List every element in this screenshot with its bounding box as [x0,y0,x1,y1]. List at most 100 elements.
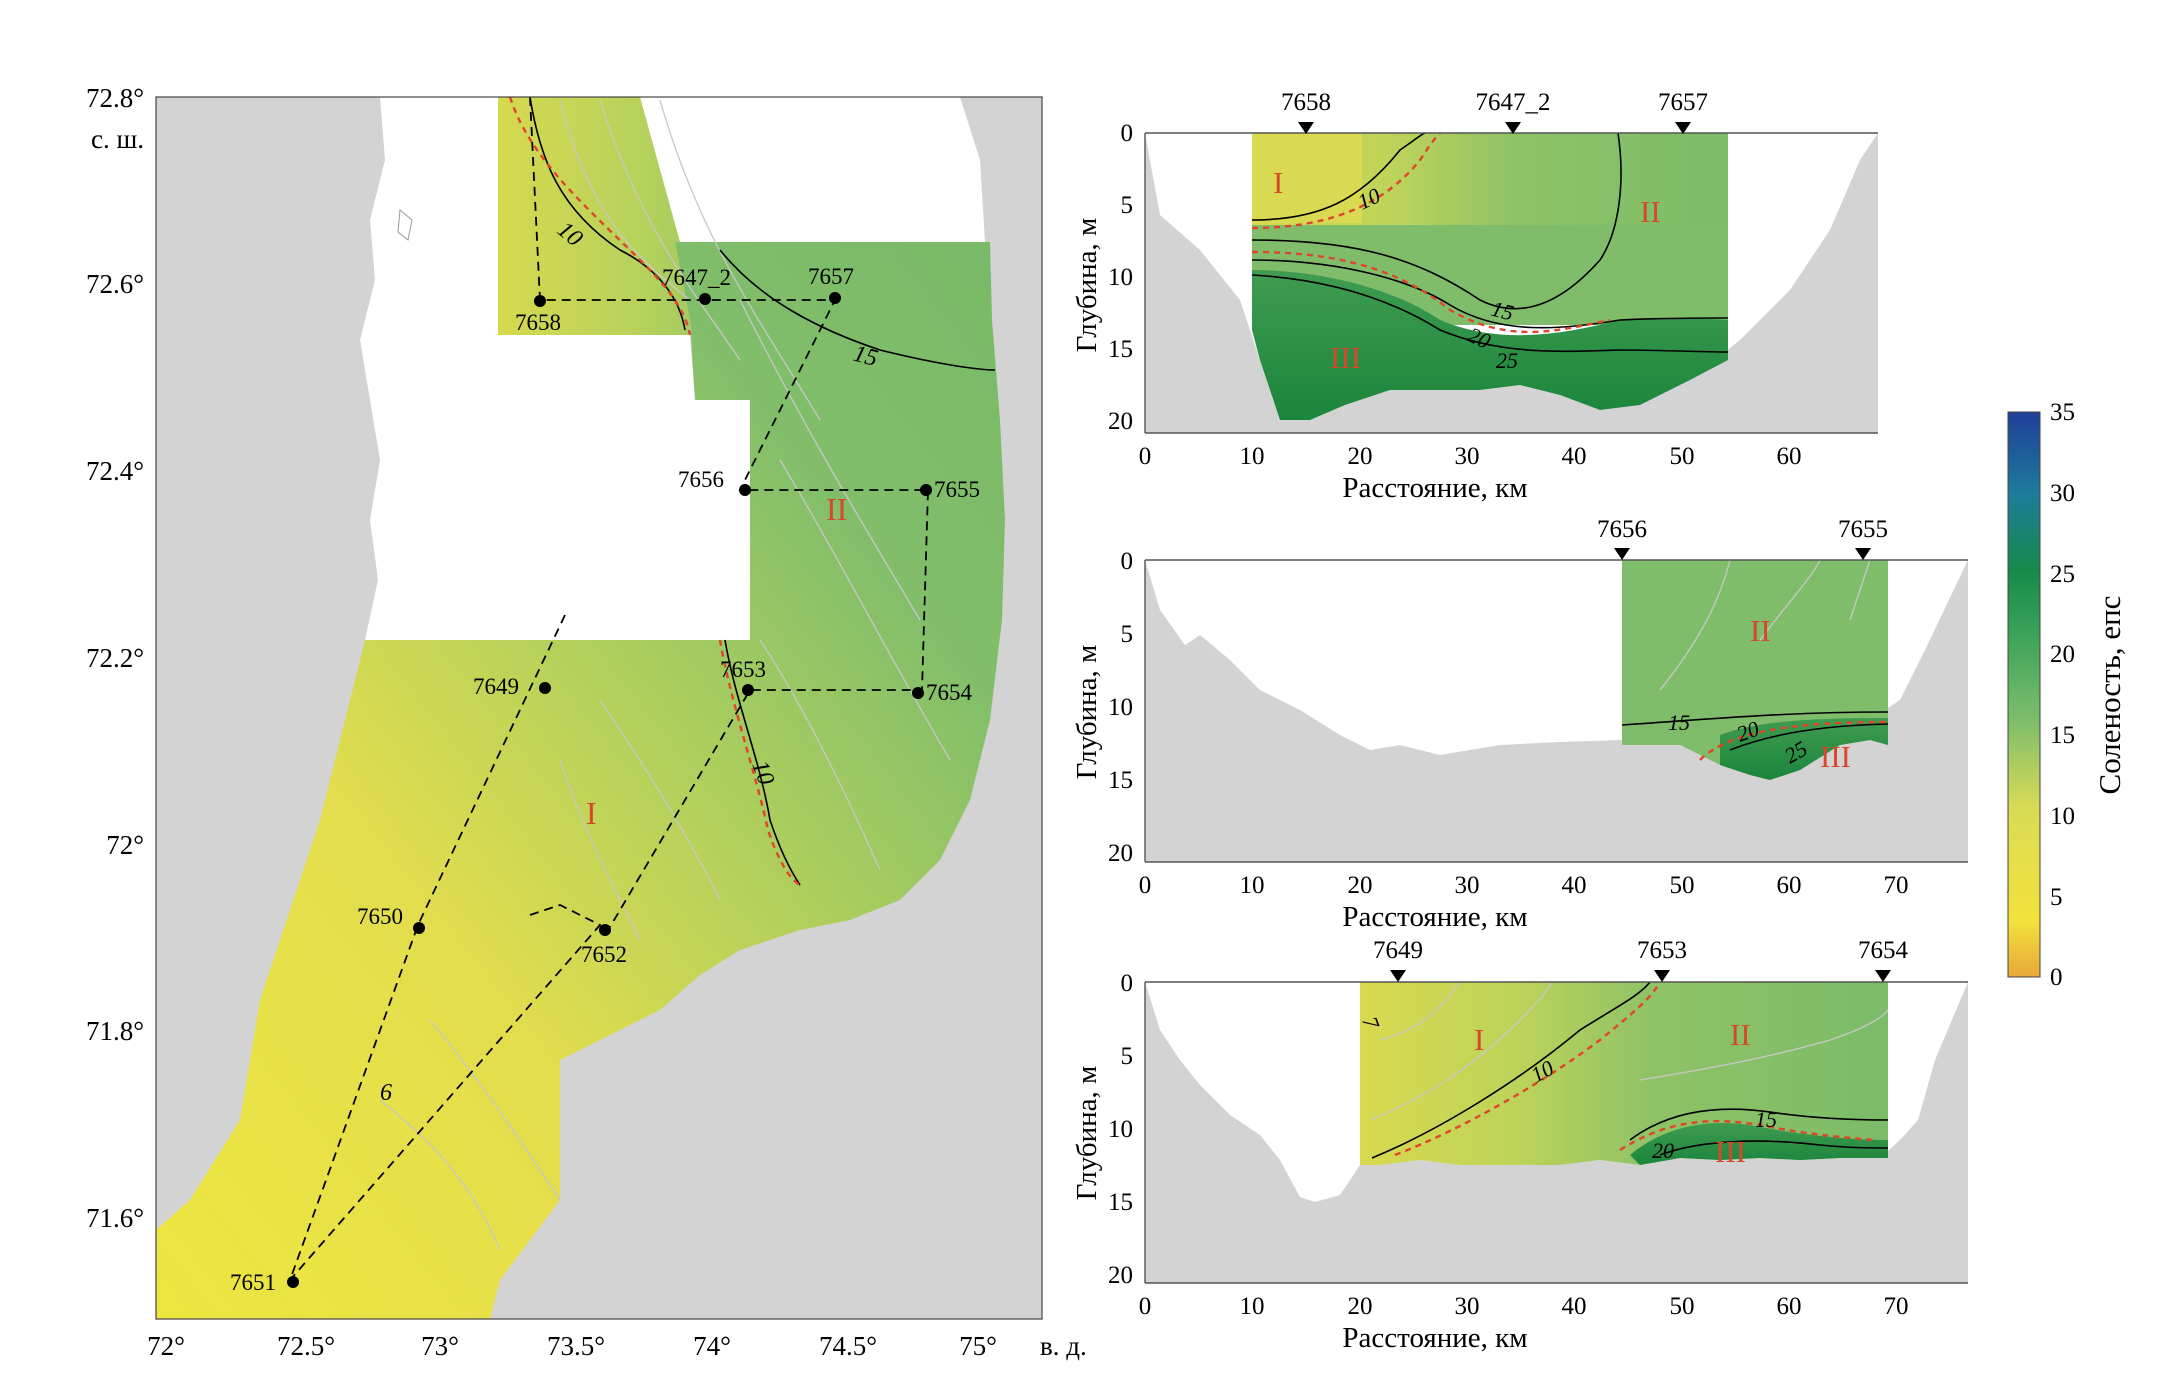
y-axis-title: Глубина, м [1071,1066,1103,1201]
section-3-deep-layer [1630,1123,1888,1165]
isoline-10-south [724,639,801,886]
x-tick-label: 40 [1562,872,1587,899]
y-tick-label: 10 [1108,1116,1133,1143]
map-station-label: 7657 [808,264,854,289]
map-lon-axis: 72° 72.5° 73° 73.5° 74° 74.5° 75° в. д. [147,1331,1087,1361]
salinity-field-south [156,242,1005,1319]
section-3-contours [1369,981,1889,1121]
section-2-station-markers [1614,548,1871,560]
y-tick-label: 20 [1108,1262,1133,1289]
y-tick-label: 20 [1108,408,1133,435]
section-2-station-labels: 7656 7655 [1597,516,1888,543]
lat-tick-label: 71.6° [86,1203,144,1233]
section-2-contours [1659,559,1871,691]
y-tick-label: 5 [1121,621,1134,648]
section-2-seabed [1145,560,1968,862]
lat-tick-label: 72.4° [86,456,144,486]
colorbar-gradient [2007,411,2041,978]
section-1-isolines [1251,132,1729,353]
x-tick-label: 40 [1562,1293,1587,1320]
map-station-label: 7653 [720,657,766,682]
isoline-label: 15 [1668,710,1690,735]
x-tick-label: 60 [1777,872,1802,899]
map-station-label: 7651 [230,1270,276,1295]
x-tick-label: 40 [1562,443,1587,470]
y-tick-label: 15 [1108,767,1133,794]
section-station-label: 7654 [1858,937,1909,964]
x-tick-label: 0 [1139,1293,1152,1320]
colorbar-title: Соленость, епс [2092,596,2127,795]
lon-tick-label: 72.5° [277,1331,335,1361]
map-zone-labels: II I [586,491,847,831]
map-station-labels: 7658 7647_2 7657 7656 7655 7653 7654 764… [230,264,980,1295]
section-1-station-labels: 7658 7647_2 7657 [1281,89,1708,116]
y-tick-label: 20 [1108,840,1133,867]
colorbar-ticks: 35 30 25 20 15 10 5 0 [2050,399,2075,991]
x-tick-label: 0 [1139,872,1152,899]
front-north [508,97,692,336]
section-1-zone-i-field [1252,133,1362,223]
zone-label: II [1750,613,1771,648]
y-axis-title: Глубина, м [1071,645,1103,780]
lon-tick-label: 75° [959,1331,997,1361]
lon-unit-label: в. д. [1040,1331,1087,1361]
section-1-station-markers [1298,122,1691,134]
salinity-colorbar: 35 30 25 20 15 10 5 0 Соленость, епс [2007,399,2127,991]
stations [287,292,932,1288]
section-station-label: 7655 [1838,516,1888,543]
x-tick-label: 10 [1240,1293,1265,1320]
map-station-label: 7652 [581,942,627,967]
map-isoline-label: 6 [380,1080,392,1106]
section-3-seabed [1145,982,1968,1283]
map-station-label: 7655 [934,477,980,502]
section-station-label: 7653 [1637,937,1687,964]
section-1-y-ticks: 0 5 10 15 20 [1108,120,1133,435]
front-lines [508,97,801,887]
zone-label: III [1330,340,1361,375]
lat-tick-label: 72.6° [86,269,144,299]
isoline-10-north [529,97,686,331]
y-tick-label: 10 [1108,694,1133,721]
x-axis-title: Расстояние, км [1342,901,1527,933]
section-2-front [1699,720,1889,761]
zone-label: III [1820,739,1851,774]
colorbar-tick-label: 25 [2050,561,2075,588]
x-tick-label: 30 [1455,443,1480,470]
zone-label: I [1474,1022,1484,1057]
lat-unit-label: с. ш. [91,124,144,154]
section-3-station-labels: 7649 7653 7654 [1373,937,1909,964]
masked-region-ne [640,97,985,242]
section-station-label: 7656 [1597,516,1647,543]
section-1-x-ticks: 0 10 20 30 40 50 60 Расстояние, км [1139,443,1802,504]
y-tick-label: 5 [1121,192,1134,219]
isoline-15 [719,249,996,371]
section-3-zone-labels: I II III [1474,1017,1751,1169]
x-tick-label: 50 [1670,1293,1695,1320]
map-zone-label: I [586,795,597,831]
colorbar-tick-label: 15 [2050,722,2075,749]
y-tick-label: 15 [1108,336,1133,363]
section-2: 7656 7655 0 5 10 15 20 0 10 20 30 40 50 … [1071,516,1968,933]
y-tick-label: 0 [1121,120,1134,147]
section-3: 7649 7653 7654 0 5 10 15 20 0 10 20 30 4… [1071,937,1968,1354]
zone-label: I [1273,165,1283,200]
section-3-y-ticks: 0 5 10 15 20 [1108,970,1133,1289]
x-tick-label: 50 [1670,872,1695,899]
section-3-field [1360,982,1888,1165]
x-tick-label: 20 [1348,443,1373,470]
x-tick-label: 50 [1670,443,1695,470]
section-2-y-ticks: 0 5 10 15 20 [1108,548,1133,867]
map-station-label: 7649 [473,674,519,699]
west-land [156,97,385,1230]
section-station-label: 7647_2 [1476,89,1551,116]
contour-lines [379,99,951,1251]
x-tick-label: 30 [1455,1293,1480,1320]
x-tick-label: 20 [1348,1293,1373,1320]
colorbar-tick-label: 10 [2050,803,2075,830]
colorbar-tick-label: 30 [2050,480,2075,507]
x-tick-label: 30 [1455,872,1480,899]
section-3-fronts [1394,981,1876,1157]
zone-label: II [1640,194,1661,229]
section-3-isolines [1371,981,1889,1159]
